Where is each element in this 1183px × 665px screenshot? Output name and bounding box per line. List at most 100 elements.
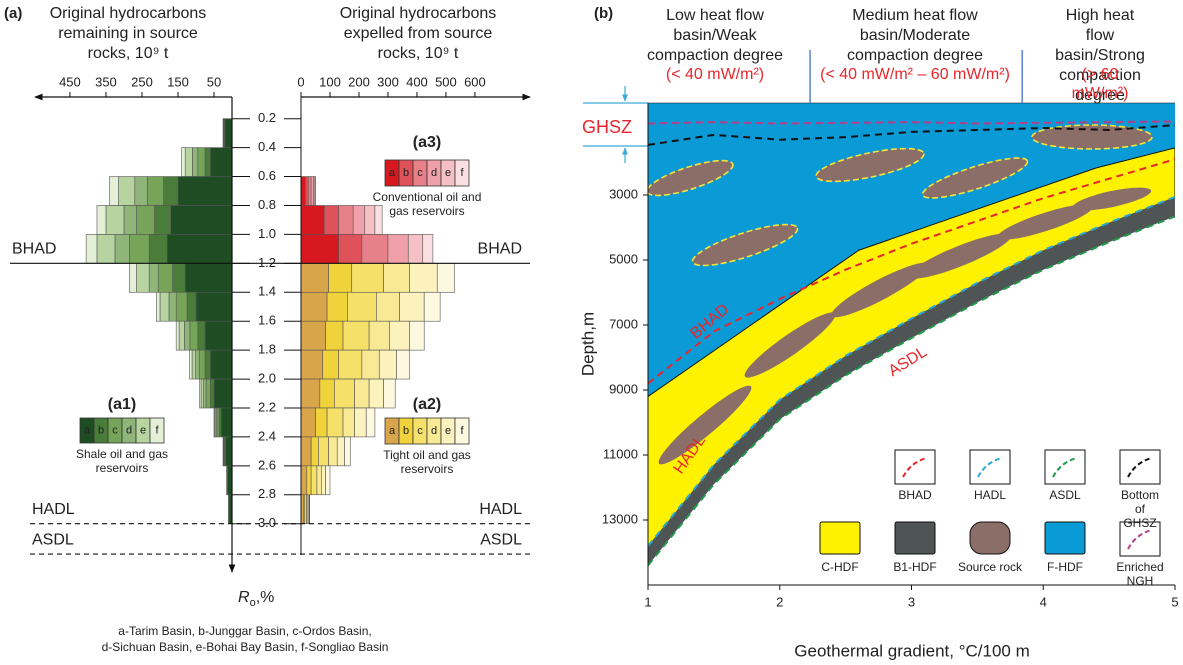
bar-segment xyxy=(224,118,233,148)
bar-segment xyxy=(310,465,318,496)
legend-swatch xyxy=(454,417,470,445)
bar-segment xyxy=(407,234,424,264)
bar-segment xyxy=(305,176,309,206)
bar-segment xyxy=(205,378,211,409)
x-tick-label: 350 xyxy=(95,74,117,89)
bar-segment xyxy=(300,465,308,496)
bar-segment xyxy=(210,147,233,177)
bar-segment xyxy=(338,349,363,380)
legend-label: BHAD xyxy=(898,488,932,502)
bar-segment xyxy=(378,349,397,380)
bar-segment xyxy=(204,320,233,351)
legend-label: e xyxy=(445,425,451,437)
source-rock xyxy=(921,157,1029,199)
bar-segment xyxy=(216,407,220,438)
legend-label: c xyxy=(417,425,423,437)
boundary-line xyxy=(648,120,1175,125)
bar-segment xyxy=(323,205,339,235)
bar-segment xyxy=(175,291,188,322)
bar-segment xyxy=(344,436,351,467)
bar-segment xyxy=(159,291,170,322)
level-label: BHAD xyxy=(478,241,522,258)
bar-segment xyxy=(336,436,345,467)
y-tick-label: 0.4 xyxy=(258,139,276,154)
y-tick-label: 2.8 xyxy=(258,486,276,501)
bar-segment xyxy=(178,320,185,351)
legend-swatch xyxy=(149,417,165,444)
x-tick-label: 500 xyxy=(435,74,457,89)
legend-label: a xyxy=(389,425,396,437)
y-tick-label: 3.0 xyxy=(258,515,276,530)
source-rock xyxy=(997,204,1093,240)
y-tick-label: 0.2 xyxy=(258,110,276,125)
legend-label: c xyxy=(112,424,118,436)
source-rock xyxy=(648,159,734,197)
bar-segment xyxy=(166,234,233,264)
x-tick-label: 450 xyxy=(59,74,81,89)
bar-segment xyxy=(351,263,384,293)
group-label: (a1) xyxy=(108,396,136,413)
y-label-sub: o xyxy=(250,597,256,609)
legend-patch xyxy=(894,521,936,555)
legend-box xyxy=(894,449,936,485)
level-label: BHAD xyxy=(12,241,56,258)
bar-segment xyxy=(361,349,380,380)
bar-segment xyxy=(156,291,161,322)
y-tick-label: 7000 xyxy=(609,316,638,331)
bar-segment xyxy=(154,205,172,235)
y-tick-label: 13000 xyxy=(602,511,638,526)
x-axis-label: Geothermal gradient, °C/100 m xyxy=(794,641,1029,660)
bar-segment xyxy=(338,205,354,235)
zone-range: (< 40 mW/m²) xyxy=(665,66,765,83)
y-tick-label: 1.2 xyxy=(258,255,276,270)
bar-segment xyxy=(136,263,150,293)
group-caption: Tight oil and gas reservoirs xyxy=(383,448,471,476)
boundary-line xyxy=(648,195,1175,547)
bar-segment xyxy=(197,147,206,177)
bar-segment xyxy=(129,234,150,264)
y-axis-label: Depth,m xyxy=(578,312,597,376)
legend-label: B1-HDF xyxy=(893,560,937,574)
bar-segment xyxy=(409,263,438,293)
bar-segment xyxy=(148,234,168,264)
x-tick-label: 100 xyxy=(319,74,341,89)
panel-label: (b) xyxy=(594,5,613,22)
bar-segment xyxy=(387,234,409,264)
footnote: a-Tarim Basin, b-Junggar Basin, c-Ordos … xyxy=(101,624,389,654)
bar-segment xyxy=(134,176,148,206)
bar-segment xyxy=(300,407,316,438)
bar-segment xyxy=(189,320,199,351)
bar-segment xyxy=(342,407,355,438)
panel-b-areas xyxy=(648,103,1175,585)
bar-segment xyxy=(157,263,173,293)
bar-segment xyxy=(300,263,329,293)
bar-segment xyxy=(195,349,200,380)
bar-segment xyxy=(383,263,411,293)
group-label: (a3) xyxy=(413,134,441,151)
source-rock xyxy=(908,233,1012,279)
bar-segment xyxy=(300,320,326,351)
bar-segment xyxy=(213,378,233,409)
bar-segment xyxy=(300,436,312,467)
legend-label: F-HDF xyxy=(1047,560,1083,574)
source-rock xyxy=(1031,124,1153,150)
y-tick-label: 1.8 xyxy=(258,342,276,357)
group-caption: Shale oil and gas reservoirs xyxy=(75,447,169,475)
legend-box xyxy=(1044,449,1086,485)
source-rock xyxy=(831,262,929,318)
legend-patch xyxy=(969,521,1011,555)
legend-label: f xyxy=(460,425,464,437)
source-rock xyxy=(658,385,752,465)
bar-segment xyxy=(383,378,396,409)
legend-patch xyxy=(819,521,861,555)
boundary-lines xyxy=(648,120,1175,567)
bar-segment xyxy=(163,176,179,206)
bar-segment xyxy=(368,320,390,351)
bar-segment xyxy=(347,291,377,322)
legend-box xyxy=(969,449,1011,485)
bar-segment xyxy=(352,205,366,235)
bar-segment xyxy=(322,349,339,380)
bar-segment xyxy=(376,291,400,322)
bar-segment xyxy=(328,263,353,293)
bar-segment xyxy=(300,291,328,322)
